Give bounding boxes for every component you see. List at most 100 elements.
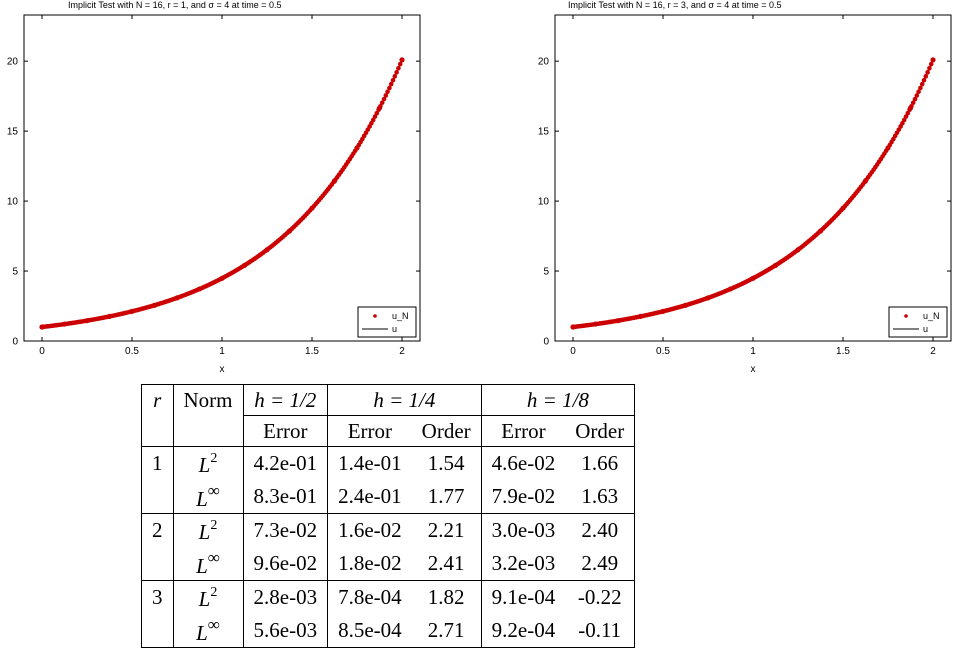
data-point bbox=[919, 81, 925, 87]
y-tick-label: 20 bbox=[538, 57, 550, 68]
norm-exponent: 2 bbox=[210, 585, 218, 600]
y-tick-label: 15 bbox=[538, 127, 550, 138]
cell-order: 2.49 bbox=[565, 546, 636, 581]
cell-r: 3 bbox=[141, 580, 174, 613]
x-tick-label: 1 bbox=[219, 346, 225, 357]
cell-r: 1 bbox=[141, 446, 174, 479]
data-point bbox=[383, 93, 389, 98]
data-point bbox=[592, 321, 599, 327]
data-point bbox=[219, 275, 225, 281]
data-point bbox=[912, 96, 918, 102]
x-tick-label: 1.5 bbox=[305, 346, 319, 357]
cell-order: 1.77 bbox=[411, 479, 482, 514]
x-axis-label: x bbox=[751, 364, 756, 375]
table-row: 2 L2 7.3e-02 1.6e-02 2.21 3.0e-03 2.40 bbox=[141, 513, 636, 546]
cell-norm: L∞ bbox=[173, 479, 244, 514]
norm-exponent: ∞ bbox=[207, 481, 220, 500]
data-point bbox=[331, 178, 338, 184]
data-point bbox=[396, 65, 401, 71]
x-tick-label: 0.5 bbox=[656, 346, 670, 357]
cell-error: 4.2e-01 bbox=[243, 446, 329, 479]
header-h-quarter: h = 1/4 bbox=[327, 384, 482, 416]
plot-title: Implicit Test with N = 16, r = 1, and σ … bbox=[68, 0, 282, 10]
cell-order: 2.40 bbox=[565, 513, 636, 546]
table-body: 1 L2 4.2e-01 1.4e-01 1.54 4.6e-02 1.66 L∞ 8.3e-0… bbox=[141, 446, 636, 648]
cell-order: 1.66 bbox=[565, 446, 636, 479]
data-point bbox=[388, 81, 394, 87]
data-point bbox=[397, 61, 403, 67]
cell-norm: L∞ bbox=[173, 613, 244, 648]
cell-norm: L2 bbox=[173, 580, 244, 613]
x-tick-label: 0.5 bbox=[125, 346, 139, 357]
x-tick-label: 2 bbox=[930, 346, 936, 357]
plot-title: Implicit Test with N = 16, r = 3, and σ … bbox=[568, 0, 782, 10]
x-tick-label: 0 bbox=[39, 346, 45, 357]
cell-order: -0.11 bbox=[565, 613, 636, 648]
cell-error: 5.6e-03 bbox=[243, 613, 329, 648]
legend-label-u-n: u_N bbox=[392, 311, 409, 321]
norm-symbol: L bbox=[198, 520, 211, 544]
axes-box bbox=[554, 14, 952, 342]
y-tick-label: 5 bbox=[12, 267, 18, 278]
data-point bbox=[705, 295, 711, 301]
data-point bbox=[196, 286, 203, 292]
cell-error: 4.6e-02 bbox=[481, 446, 566, 479]
data-point bbox=[286, 228, 293, 234]
data-point bbox=[637, 313, 644, 319]
x-tick-label: 2 bbox=[399, 346, 405, 357]
data-point bbox=[903, 114, 909, 119]
cell-error: 8.5e-04 bbox=[327, 613, 412, 648]
legend-label-u: u bbox=[392, 324, 397, 334]
data-point bbox=[174, 295, 180, 301]
data-point bbox=[309, 205, 315, 211]
subheader-error: Error bbox=[243, 415, 329, 447]
data-point bbox=[394, 70, 399, 75]
data-point bbox=[914, 93, 920, 98]
cell-order: 2.21 bbox=[411, 513, 482, 546]
data-point bbox=[151, 302, 158, 308]
header-h-half: h = 1/2 bbox=[243, 384, 329, 416]
data-point bbox=[241, 262, 248, 269]
plot-panel-r3: Implicit Test with N = 16, r = 3, and σ … bbox=[520, 0, 958, 380]
cell-error: 1.4e-01 bbox=[327, 446, 412, 479]
cell-r bbox=[141, 479, 174, 514]
legend-label-u: u bbox=[923, 324, 928, 334]
norm-exponent: ∞ bbox=[207, 548, 220, 567]
data-point bbox=[682, 302, 689, 308]
convergence-table: r Norm h = 1/2 h = 1/4 h = 1/8 Error Err… bbox=[141, 384, 636, 648]
x-axis-label: x bbox=[220, 364, 225, 375]
legend: u_Nu bbox=[357, 306, 417, 338]
data-point bbox=[750, 275, 756, 281]
cell-order: 1.82 bbox=[411, 580, 482, 613]
table-row: L∞ 8.3e-01 2.4e-01 1.77 7.9e-02 1.63 bbox=[141, 479, 636, 514]
data-point bbox=[381, 96, 387, 102]
norm-symbol: L bbox=[196, 621, 208, 645]
series-markers-u-n bbox=[39, 57, 405, 330]
data-point bbox=[921, 77, 927, 83]
data-point bbox=[817, 228, 824, 234]
data-point bbox=[399, 57, 405, 63]
legend: u_Nu bbox=[888, 306, 948, 338]
header-r: r bbox=[141, 384, 174, 416]
cell-error: 7.3e-02 bbox=[243, 513, 329, 546]
cell-r bbox=[141, 546, 174, 581]
data-point bbox=[61, 321, 68, 327]
data-point bbox=[927, 65, 932, 71]
cell-order: 2.71 bbox=[411, 613, 482, 648]
data-point bbox=[264, 247, 270, 253]
legend-box bbox=[357, 306, 417, 338]
norm-exponent: 2 bbox=[210, 451, 218, 466]
table-row: L∞ 5.6e-03 8.5e-04 2.71 9.2e-04 -0.11 bbox=[141, 613, 636, 648]
cell-error: 3.0e-03 bbox=[481, 513, 566, 546]
data-point bbox=[376, 105, 383, 111]
data-point bbox=[840, 205, 846, 211]
table-header-row: r Norm h = 1/2 h = 1/4 h = 1/8 bbox=[141, 384, 636, 416]
data-point bbox=[84, 318, 90, 324]
data-point bbox=[354, 145, 360, 151]
x-tick-label: 1 bbox=[750, 346, 756, 357]
data-point bbox=[923, 74, 929, 79]
legend-box bbox=[888, 306, 948, 338]
data-point bbox=[39, 324, 45, 330]
series-markers-u-n bbox=[570, 57, 936, 330]
